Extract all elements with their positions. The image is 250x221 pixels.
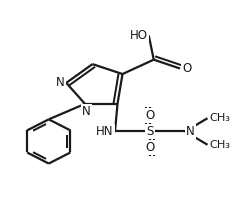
Text: N: N [186,125,195,138]
Text: N: N [82,105,91,118]
Text: CH₃: CH₃ [210,113,231,123]
Text: O: O [182,62,191,75]
Text: O: O [146,141,154,154]
Text: CH₃: CH₃ [210,140,231,150]
Text: N: N [56,76,65,89]
Text: HN: HN [96,125,114,138]
Text: HO: HO [130,29,148,42]
Text: O: O [146,109,154,122]
Text: S: S [146,125,154,138]
